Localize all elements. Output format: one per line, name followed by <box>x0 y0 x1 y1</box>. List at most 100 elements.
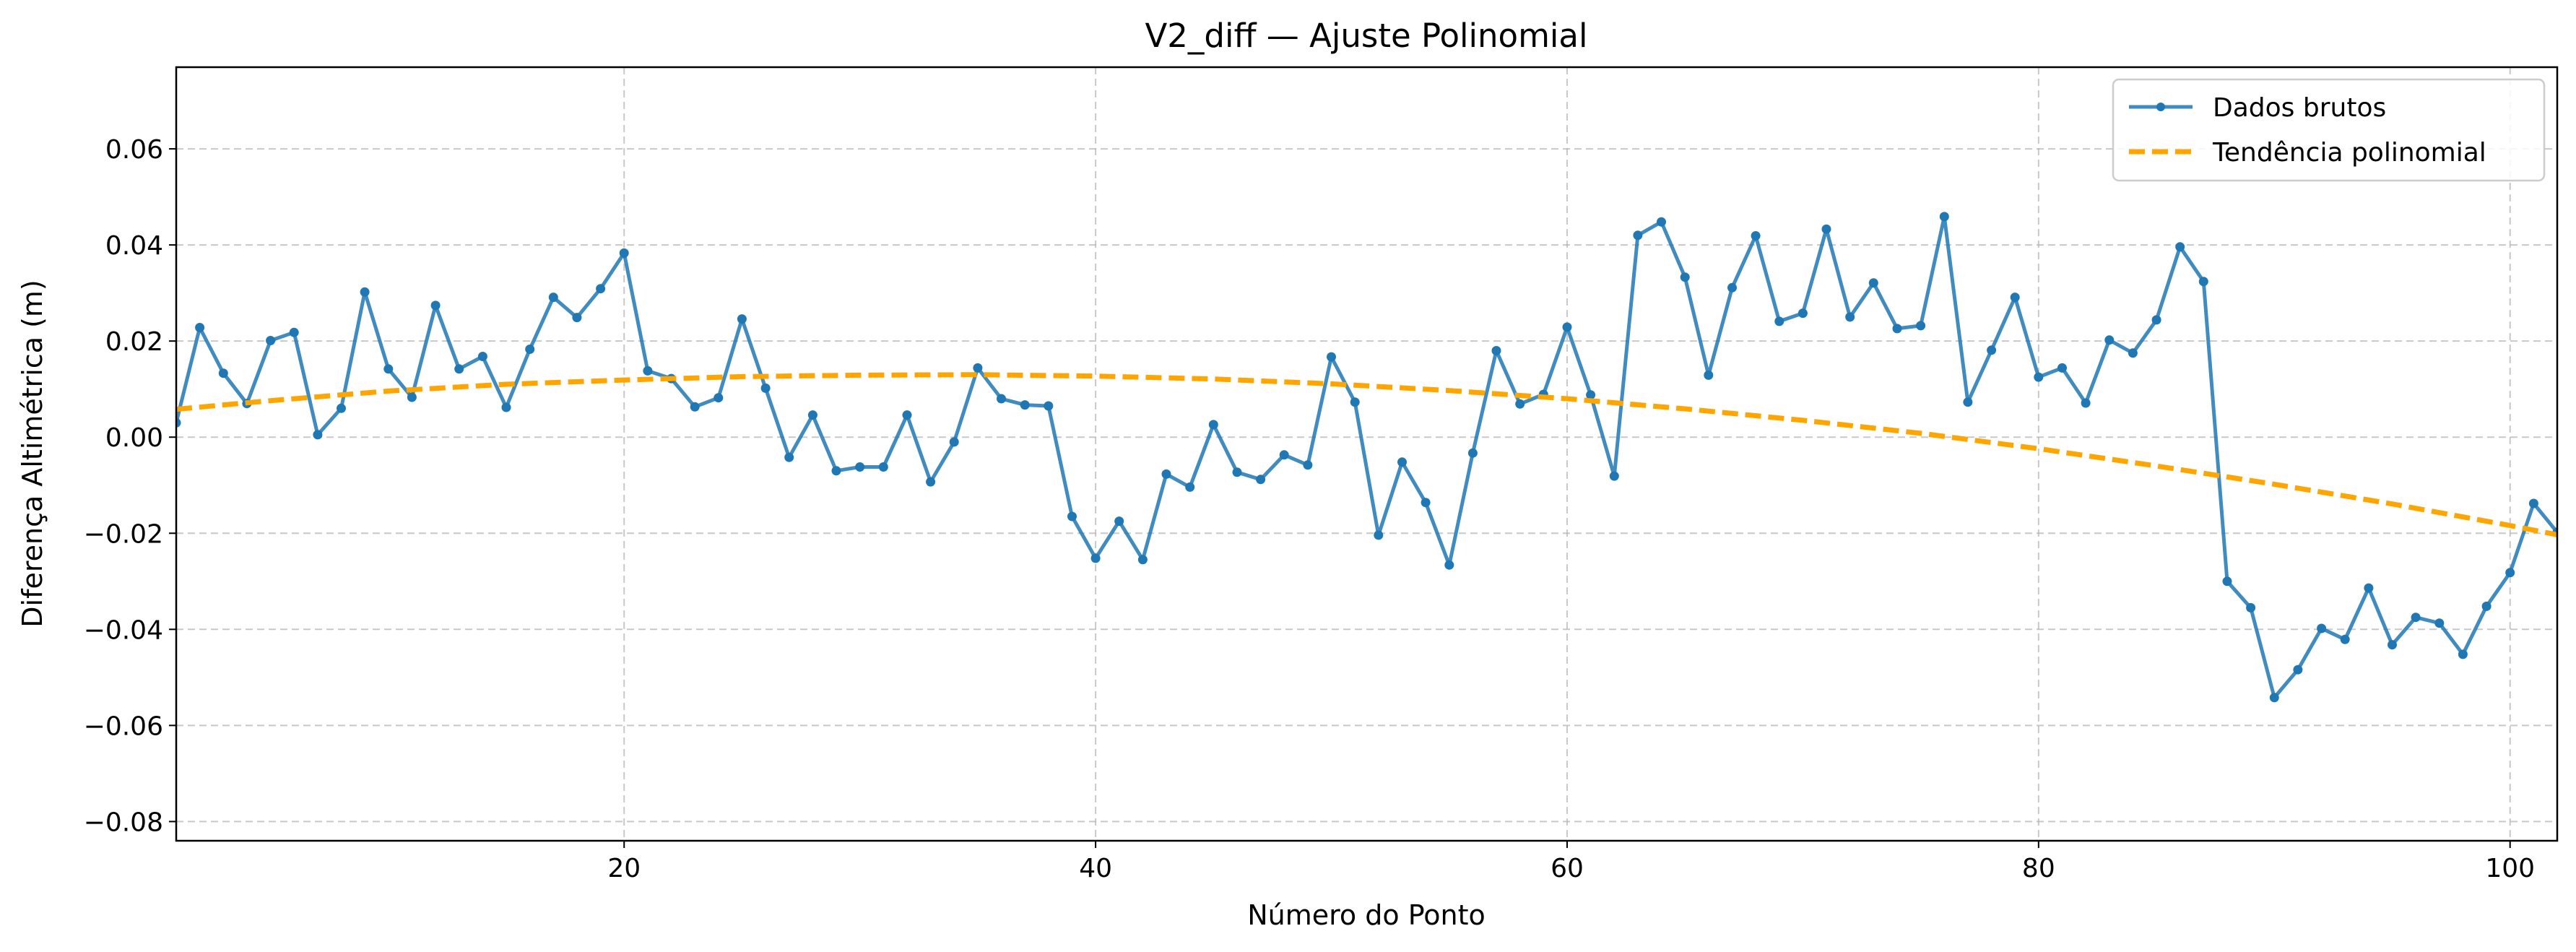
data-point <box>2010 293 2020 303</box>
data-point <box>714 393 724 403</box>
x-tick-label: 60 <box>1551 854 1584 883</box>
data-point <box>454 364 464 374</box>
legend: Dados brutos Tendência polinomial <box>2112 78 2546 182</box>
data-point <box>784 452 794 462</box>
y-tick-label: −0.02 <box>84 519 163 549</box>
data-point <box>1680 272 1690 282</box>
data-point <box>2434 618 2445 628</box>
data-point <box>1609 471 1619 481</box>
data-point <box>477 352 487 361</box>
data-point <box>2269 693 2279 703</box>
data-point <box>1090 553 1101 563</box>
data-point <box>1868 278 1878 288</box>
data-point <box>878 462 888 472</box>
data-point <box>2104 335 2115 345</box>
data-point <box>1067 511 1077 522</box>
data-point <box>1374 530 1384 540</box>
data-point <box>619 248 629 258</box>
data-point <box>572 313 582 323</box>
data-point <box>596 284 606 294</box>
data-point <box>1515 399 1525 409</box>
data-point <box>548 293 558 303</box>
data-point <box>2081 398 2091 408</box>
data-point <box>997 394 1006 404</box>
data-point <box>1916 321 1926 331</box>
data-point <box>218 368 228 378</box>
data-point <box>1963 397 1973 407</box>
data-point <box>407 392 417 402</box>
data-point <box>1751 231 1761 241</box>
data-point <box>360 287 370 297</box>
data-point <box>807 410 818 420</box>
data-point <box>2458 649 2468 659</box>
data-point <box>1821 224 1831 234</box>
data-point <box>1845 312 1855 322</box>
x-tick-label: 80 <box>2022 854 2055 883</box>
data-point <box>2198 277 2208 287</box>
legend-label-dados-brutos: Dados brutos <box>2213 93 2386 123</box>
data-point <box>855 462 865 472</box>
y-tick-label: 0.00 <box>105 423 163 453</box>
data-point <box>1350 397 1360 407</box>
y-tick-label: −0.04 <box>84 615 163 645</box>
data-point <box>2505 568 2515 578</box>
chart-title: V2_diff — Ajuste Polinomial <box>1145 17 1587 55</box>
series-1 <box>176 372 2557 537</box>
data-point <box>1491 346 1501 355</box>
data-point <box>973 363 983 373</box>
data-point <box>1987 345 1997 355</box>
y-tick-label: 0.02 <box>105 327 163 357</box>
data-point <box>1562 322 1572 332</box>
data-point <box>1467 448 1478 458</box>
data-point <box>266 336 276 345</box>
data-point <box>2411 613 2421 623</box>
plot-area <box>176 67 2557 841</box>
data-point <box>1586 390 1596 400</box>
data-point <box>1327 352 1336 362</box>
data-point <box>1114 516 1124 527</box>
data-point <box>2388 640 2397 650</box>
data-point <box>2128 348 2138 358</box>
data-point <box>1137 555 1148 565</box>
data-point <box>1303 460 1313 470</box>
data-point <box>831 466 841 476</box>
data-point <box>289 327 299 337</box>
data-point <box>383 364 394 374</box>
data-point <box>1657 217 1666 227</box>
data-point <box>902 410 912 420</box>
data-point <box>1421 498 1431 508</box>
legend-label-tendencia: Tendência polinomial <box>2212 138 2486 168</box>
data-point <box>195 323 205 332</box>
data-point <box>1232 467 1242 477</box>
grid <box>176 67 2557 841</box>
x-axis-label: Número do Ponto <box>1247 899 1486 931</box>
data-point <box>2317 623 2327 633</box>
data-point <box>1939 212 1949 222</box>
legend-box <box>2112 78 2546 182</box>
data-point <box>525 345 535 354</box>
plot-frame <box>175 66 2559 842</box>
data-point <box>643 365 653 376</box>
data-point <box>430 300 441 311</box>
data-point <box>1727 282 1737 293</box>
data-point <box>1279 450 1289 460</box>
data-point <box>1397 457 1407 467</box>
data-point <box>949 437 959 447</box>
data-point <box>2528 498 2538 509</box>
data-point <box>1704 370 1714 380</box>
data-point <box>926 477 936 487</box>
data-point <box>2057 363 2067 373</box>
data-point <box>501 402 511 412</box>
data-point <box>1020 400 1030 410</box>
data-point <box>176 417 181 428</box>
x-tick-label: 100 <box>2485 854 2535 883</box>
x-tick-label: 40 <box>1079 854 1112 883</box>
legend-marker-dados-brutos <box>2156 103 2165 111</box>
data-point <box>313 430 323 440</box>
data-point <box>1797 308 1808 319</box>
data-point <box>2034 372 2044 382</box>
y-tick-label: −0.08 <box>84 808 163 837</box>
data-point <box>1044 401 1054 411</box>
data-point <box>2246 602 2256 613</box>
